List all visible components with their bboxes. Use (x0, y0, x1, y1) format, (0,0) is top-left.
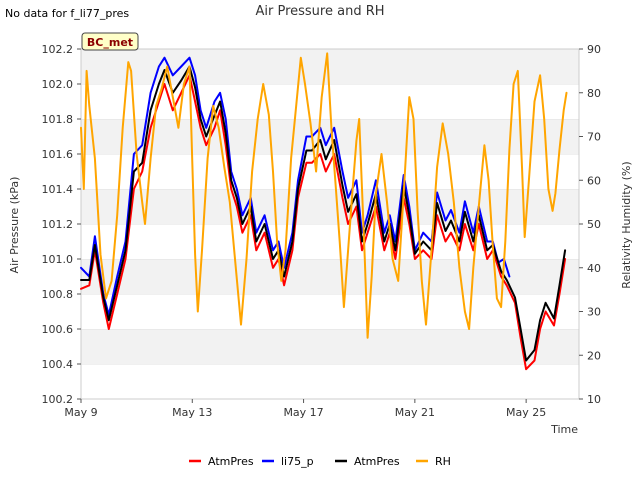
y-axis-label-right: Relativity Humidity (%) (620, 161, 633, 288)
legend-label: AtmPres (208, 455, 254, 468)
grid-band (81, 154, 579, 189)
station-badge: BC_met (81, 32, 139, 51)
y-tick-label-right: 10 (587, 393, 601, 406)
y-tick-label: 101.6 (42, 148, 74, 161)
background-bands (81, 48, 579, 399)
y-tick-label-right: 50 (587, 218, 601, 231)
y-tick-label: 101.8 (42, 113, 74, 126)
x-axis-label: Time (550, 423, 578, 436)
series-line-atmpres-0 (80, 74, 567, 371)
y-axis-left: 100.2 100.4 100.6 100.8 101.0 101.2 101.4 101.6… (42, 43, 81, 406)
badge-label: BC_met (87, 36, 133, 49)
y-tick-label-right: 80 (587, 87, 601, 100)
series-line-li75_p-1 (80, 56, 511, 316)
y-tick-label: 102.0 (42, 78, 74, 91)
y-tick-label: 102.2 (42, 43, 74, 56)
no-data-note: No data for f_li77_pres (5, 7, 129, 20)
y-tick-label: 100.6 (42, 323, 74, 336)
legend: AtmPres li75_p AtmPres RH (189, 455, 451, 468)
y-tick-label: 101.4 (42, 183, 74, 196)
grid-band (81, 364, 579, 399)
y-tick-label-right: 20 (587, 349, 601, 362)
x-tick-label: May 9 (64, 406, 97, 419)
y-tick-label-right: 30 (587, 306, 601, 319)
series-lines (80, 52, 568, 371)
y-tick-label-right: 70 (587, 131, 601, 144)
chart-title: Air Pressure and RH (255, 4, 384, 19)
x-tick-label: May 17 (283, 406, 323, 419)
y-tick-label-right: 40 (587, 262, 601, 275)
legend-item: RH (416, 455, 451, 468)
y-tick-label-right: 60 (587, 174, 601, 187)
x-axis: May 9 May 13 May 17 May 21 May 25 (64, 399, 546, 419)
y-tick-label: 100.2 (42, 393, 74, 406)
x-tick-label: May 21 (395, 406, 435, 419)
legend-label: li75_p (281, 455, 314, 468)
legend-item: li75_p (262, 455, 314, 468)
legend-label: AtmPres (354, 455, 400, 468)
y-tick-label: 100.4 (42, 358, 74, 371)
y-tick-label: 101.2 (42, 218, 74, 231)
y-tick-label: 101.0 (42, 253, 74, 266)
legend-item: AtmPres (335, 455, 400, 468)
x-tick-label: May 13 (172, 406, 212, 419)
x-tick-label: May 25 (506, 406, 546, 419)
y-axis-right: 10 20 30 40 50 60 70 80 90 (579, 43, 601, 406)
grid-band (81, 189, 579, 224)
legend-label: RH (435, 455, 451, 468)
grid-band (81, 329, 579, 364)
grid-band (81, 294, 579, 329)
badge-box (81, 32, 139, 51)
y-tick-label-right: 90 (587, 43, 601, 56)
legend-item: AtmPres (189, 455, 254, 468)
series-line-rh-3 (80, 52, 568, 339)
y-tick-label: 100.8 (42, 288, 74, 301)
y-axis-label-left: Air Pressure (kPa) (8, 177, 21, 274)
